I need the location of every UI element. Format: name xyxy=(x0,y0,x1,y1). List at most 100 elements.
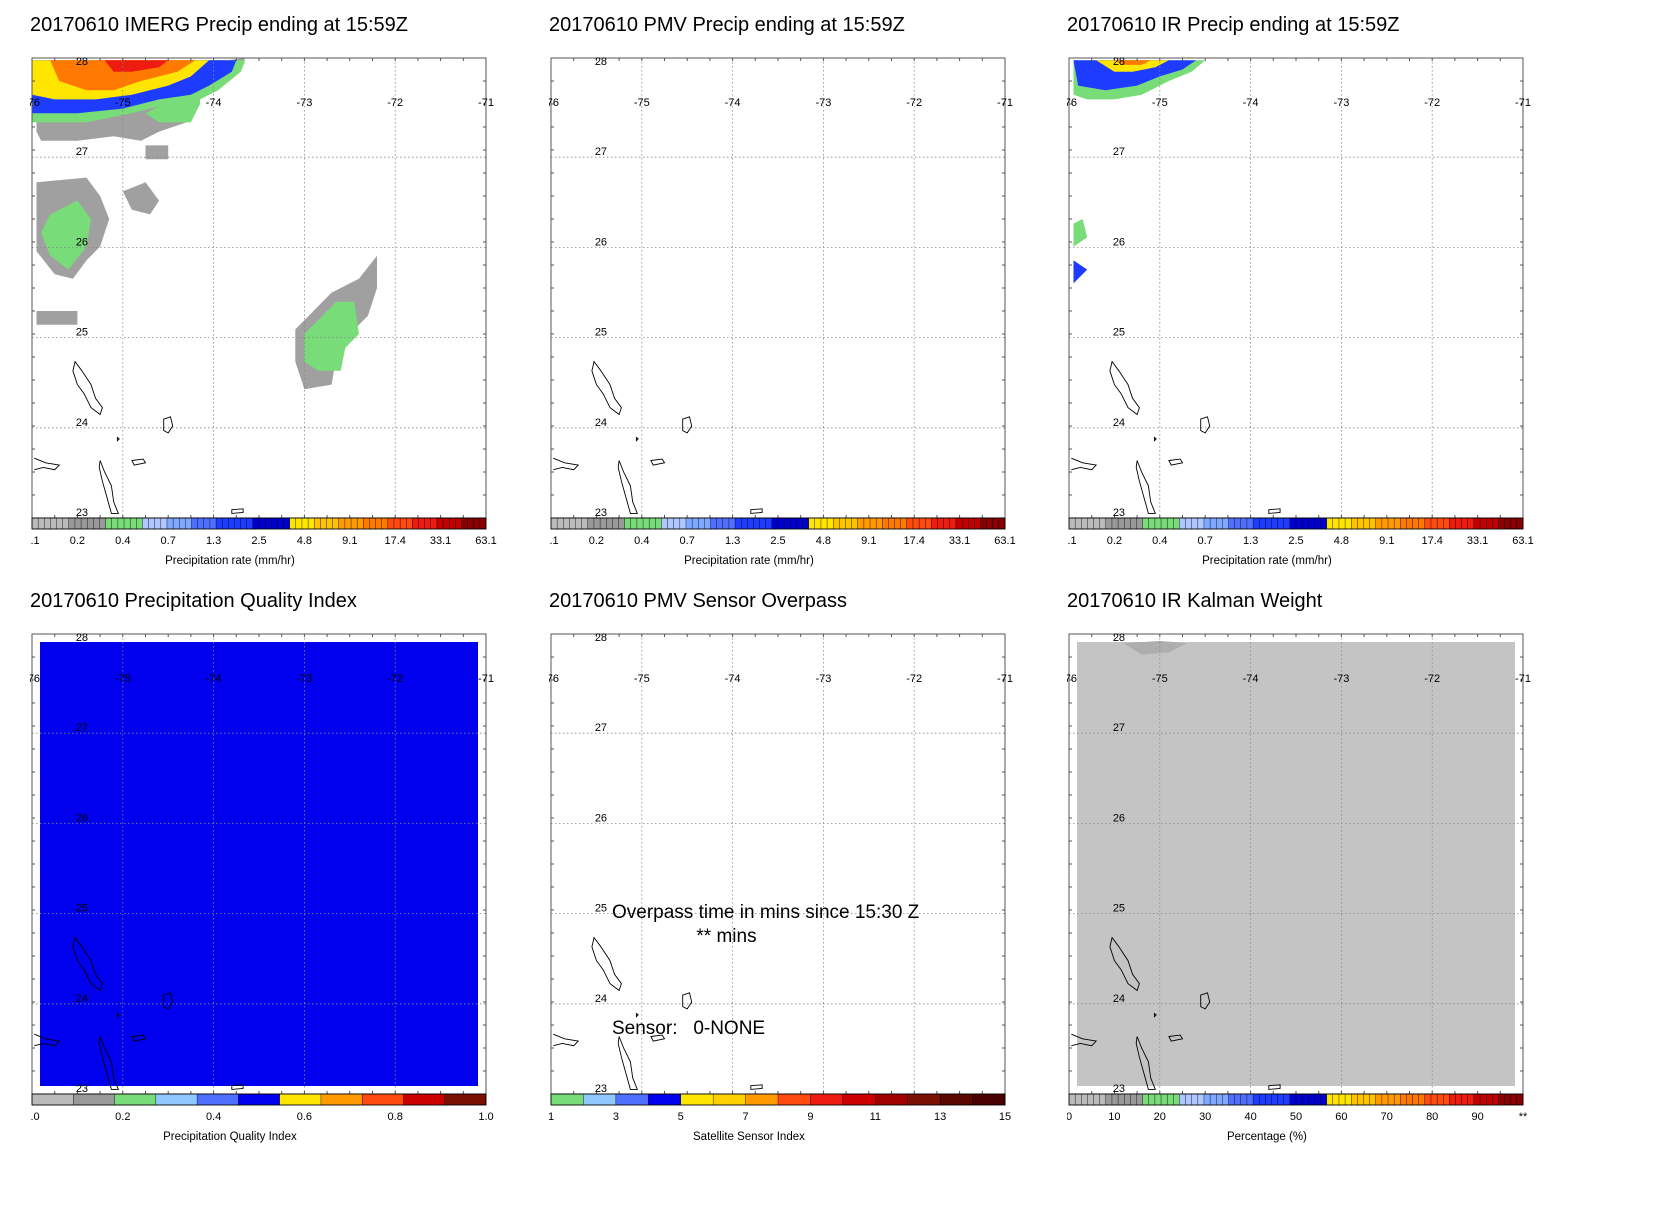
colorbar-cell xyxy=(667,517,675,530)
colorbar-tick-label: 3 xyxy=(613,1111,619,1123)
colorbar-cell xyxy=(356,517,364,530)
colorbar-cell xyxy=(1314,517,1322,530)
colorbar-cell xyxy=(246,517,254,530)
island-outline xyxy=(72,360,103,416)
latitude-label: 28 xyxy=(76,632,88,644)
island-outline xyxy=(72,936,103,992)
colorbar-cell xyxy=(961,517,969,530)
longitude-label: -75 xyxy=(634,673,650,685)
island-outline xyxy=(1200,992,1211,1010)
colorbar-cell xyxy=(1148,1093,1156,1106)
colorbar-cell xyxy=(1400,517,1407,530)
island-outline xyxy=(163,416,174,434)
colorbar-cell xyxy=(1504,517,1512,530)
colorbar-cell xyxy=(918,517,926,530)
colorbar-cell xyxy=(593,517,601,530)
colorbar-cell xyxy=(563,517,570,530)
longitude-label: -74 xyxy=(1243,673,1259,685)
colorbar-tick-label: 17.4 xyxy=(384,535,405,547)
latitude-label: 26 xyxy=(1113,236,1125,248)
colorbar-tick-label: 2.5 xyxy=(251,535,266,547)
sensor-overpass-panel: 20170610 PMV Sensor Overpass -76 -75 -74 -7… xyxy=(549,590,1089,1190)
colorbar-tick-label: ** xyxy=(1519,1111,1528,1123)
colorbar-cell xyxy=(1203,1093,1211,1106)
longitude-label: -74 xyxy=(725,673,741,685)
colorbar-tick-label: 63.1 xyxy=(475,535,496,547)
colorbar-cell xyxy=(1369,517,1377,530)
longitude-label: -73 xyxy=(1333,97,1349,109)
longitude-label: -76 xyxy=(549,673,559,685)
colorbar-cell xyxy=(1166,1093,1174,1106)
latitude-label: 26 xyxy=(76,236,88,248)
island-outline xyxy=(131,1034,147,1042)
colorbar-cell xyxy=(857,517,865,530)
colorbar-tick-label: 0.2 xyxy=(589,535,604,547)
colorbar-cell xyxy=(1228,517,1236,530)
island-outline xyxy=(1153,436,1157,442)
colorbar-cell xyxy=(1326,1093,1334,1106)
colorbar-cell xyxy=(1510,1093,1518,1106)
colorbar-cell xyxy=(1111,1093,1119,1106)
latitude-label: 23 xyxy=(76,1083,88,1095)
colorbar-label: Percentage (%) xyxy=(1227,1131,1307,1143)
colorbar-cell xyxy=(636,517,644,530)
colorbar-tick-label: 9.1 xyxy=(1379,535,1394,547)
colorbar-cell xyxy=(1087,517,1095,530)
colorbar-tick-label: 0.4 xyxy=(634,535,649,547)
colorbar-cell xyxy=(875,1093,909,1106)
longitude-label: -71 xyxy=(478,97,494,109)
colorbar-cell xyxy=(203,517,211,530)
colorbar-cell xyxy=(1510,517,1518,530)
longitude-label: -76 xyxy=(549,97,559,109)
colorbar-frame xyxy=(31,1093,487,1106)
latitude-label: 23 xyxy=(1113,1083,1125,1095)
island-outline xyxy=(1153,1012,1157,1018)
colorbar-cell xyxy=(1068,1093,1076,1106)
colorbar-cell xyxy=(1424,517,1432,530)
colorbar-cell xyxy=(1124,517,1131,530)
colorbar-cell xyxy=(1160,1093,1168,1106)
colorbar-cell xyxy=(1363,1093,1371,1106)
island-outline xyxy=(116,1012,120,1018)
longitude-label: -73 xyxy=(1333,673,1349,685)
colorbar-cell xyxy=(1117,517,1125,530)
colorbar-tick-label: 40 xyxy=(1244,1111,1256,1123)
colorbar-cell xyxy=(1314,1093,1322,1106)
island-outline xyxy=(591,936,622,992)
latitude-label: 24 xyxy=(76,417,88,429)
island-outline xyxy=(1168,1034,1184,1042)
longitude-label: -76 xyxy=(30,97,40,109)
island-outline xyxy=(98,460,119,514)
longitude-label: -74 xyxy=(206,97,222,109)
colorbar-cell xyxy=(320,1093,363,1106)
island-outline xyxy=(650,1034,666,1042)
colorbar-cell xyxy=(240,517,248,530)
colorbar-cell xyxy=(271,517,278,530)
colorbar-cell xyxy=(399,517,407,530)
colorbar-cell xyxy=(277,517,285,530)
colorbar-cell xyxy=(369,517,377,530)
colorbar-cell xyxy=(283,517,291,530)
colorbar-cell xyxy=(1197,517,1205,530)
colorbar-cell xyxy=(747,517,754,530)
colorbar-cell xyxy=(1093,517,1101,530)
colorbar-frame xyxy=(1068,517,1524,530)
colorbar-cell xyxy=(1455,517,1463,530)
imerg-precip-map: -76-75-74-73-72-712827262524230.10.20.40… xyxy=(30,56,497,567)
colorbar-cell xyxy=(556,517,564,530)
colorbar-cell xyxy=(50,517,58,530)
longitude-label: -76 xyxy=(1067,673,1077,685)
longitude-label: -71 xyxy=(1515,673,1531,685)
colorbar-cell xyxy=(912,517,920,530)
colorbar-cell xyxy=(1412,1093,1420,1106)
colorbar-cell xyxy=(1222,1093,1230,1106)
colorbar-cell xyxy=(1412,517,1420,530)
longitude-label: -76 xyxy=(1067,97,1077,109)
precip-area xyxy=(304,301,359,371)
colorbar-cell xyxy=(393,517,401,530)
colorbar-cell xyxy=(1418,517,1426,530)
colorbar-cell xyxy=(1443,1093,1450,1106)
latitude-label: 23 xyxy=(595,1083,607,1095)
panel-title: 20170610 Precipitation Quality Index xyxy=(30,590,357,612)
